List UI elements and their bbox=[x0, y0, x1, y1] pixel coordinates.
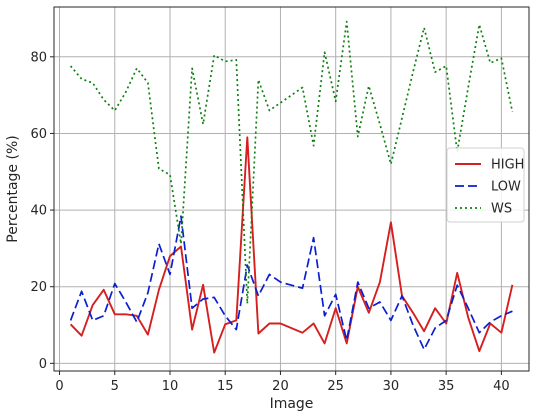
y-tick-label: 80 bbox=[30, 50, 47, 65]
x-tick-label: 10 bbox=[162, 379, 179, 394]
x-tick-label: 25 bbox=[327, 379, 344, 394]
series-line-low bbox=[69, 215, 513, 351]
x-tick-label: 15 bbox=[217, 379, 234, 394]
y-tick-label: 0 bbox=[39, 357, 47, 372]
legend-box bbox=[446, 147, 525, 223]
y-tick-label: 40 bbox=[30, 204, 47, 219]
x-tick-label: 5 bbox=[111, 379, 119, 394]
legend: HIGH LOW WS bbox=[446, 147, 525, 223]
x-tick-label: 40 bbox=[493, 379, 510, 394]
legend-label-ws: WS bbox=[491, 202, 512, 217]
y-tick-label: 60 bbox=[30, 127, 47, 142]
y-axis-ticks: 0 20 40 60 80 bbox=[30, 50, 54, 372]
x-tick-label: 0 bbox=[55, 379, 63, 394]
legend-label-high: HIGH bbox=[491, 158, 524, 173]
y-tick-label: 20 bbox=[30, 280, 47, 295]
plot-frame bbox=[53, 6, 530, 372]
series-lines bbox=[69, 20, 514, 354]
x-tick-label: 30 bbox=[383, 379, 400, 394]
grid bbox=[54, 7, 529, 371]
x-axis-label: Image bbox=[270, 396, 314, 412]
series-line-high bbox=[69, 136, 514, 354]
y-axis-label: Percentage (%) bbox=[5, 135, 21, 242]
x-tick-label: 20 bbox=[272, 379, 289, 394]
x-tick-label: 35 bbox=[438, 379, 455, 394]
legend-label-low: LOW bbox=[491, 180, 521, 195]
x-axis-ticks: 0 5 10 15 20 25 30 35 40 bbox=[55, 371, 510, 394]
